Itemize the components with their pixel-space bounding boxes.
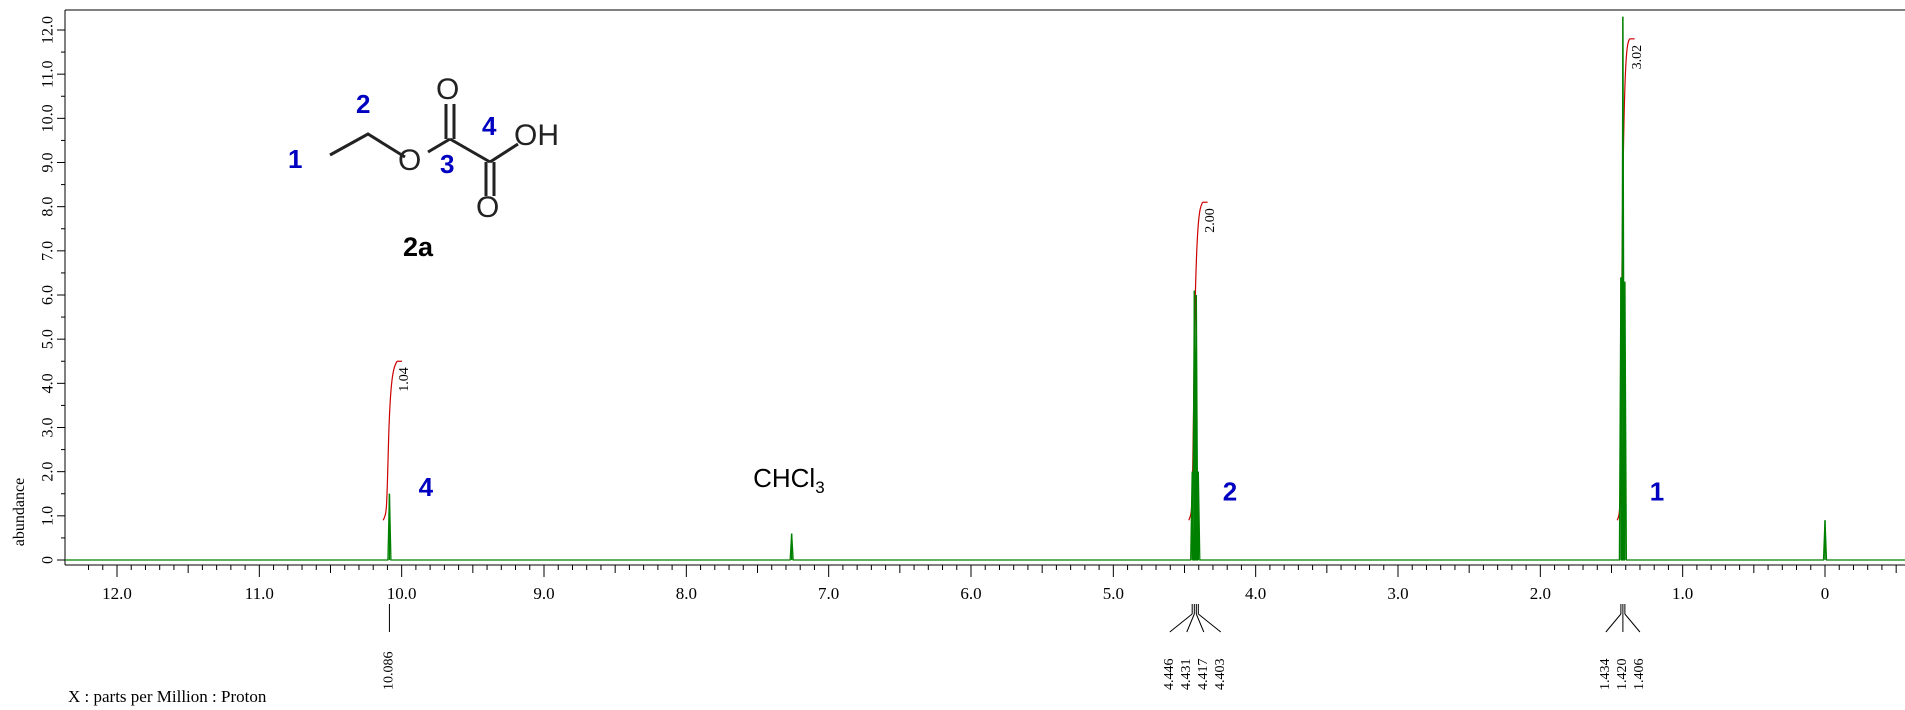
x-tick-label: 5.0 [1103, 584, 1124, 603]
x-tick-label: 12.0 [102, 584, 132, 603]
atom-o-top: O [436, 73, 459, 106]
molecule-structure: O O OH O 1 2 3 4 2a [288, 73, 559, 262]
y-tick-label: 8.0 [40, 197, 57, 217]
y-tick-label: 12.0 [40, 16, 57, 44]
position-label-4: 4 [482, 111, 497, 141]
integral-value: 2.00 [1203, 208, 1218, 233]
peak-label-leader [1605, 613, 1622, 633]
y-axis-label: abundance [11, 478, 28, 546]
x-tick-label: 7.0 [818, 584, 839, 603]
y-tick-label: 3.0 [40, 418, 57, 438]
y-tick-label: 2.0 [40, 462, 57, 482]
peak-labels: 10.086 4.446 4.431 4.417 4.403 1.434 1.420 1.40… [382, 604, 1647, 690]
assignment-label: 1 [1650, 476, 1664, 506]
solvent-label: CHCl3 [753, 463, 825, 497]
peak-label: 1.420 [1615, 659, 1630, 691]
y-tick-label: 1.0 [40, 506, 57, 526]
y-tick-label: 7.0 [40, 241, 57, 261]
y-axis-ticks: 0 1.0 2.0 3.0 4.0 5.0 6.0 7.0 8.0 9.0 10.0 11.0 12.0 [40, 16, 65, 564]
x-tick-label: 1.0 [1672, 584, 1693, 603]
x-tick-label: 9.0 [533, 584, 554, 603]
peak-label: 4.417 [1196, 659, 1211, 691]
y-tick-label: 4.0 [40, 373, 57, 393]
peak-label-leader [1197, 613, 1222, 633]
spectrum-trace [65, 16, 1905, 561]
peak-label-leader [1186, 613, 1195, 633]
x-tick-label: 3.0 [1387, 584, 1408, 603]
integral-curve [382, 360, 398, 521]
x-tick-label: 11.0 [245, 584, 274, 603]
peak-label-leader [1195, 613, 1205, 633]
structure-bonds [329, 132, 406, 159]
atom-oh: OH [514, 119, 559, 152]
integral-curves: 1.04 2.00 3.02 [382, 38, 1645, 521]
bond-o-c3 [427, 137, 451, 154]
compound-label: 2a [403, 232, 434, 262]
peak-label: 4.431 [1179, 659, 1194, 691]
position-label-3: 3 [440, 149, 454, 179]
peak-lines [388, 16, 1826, 560]
y-tick-label: 10.0 [40, 104, 57, 132]
peak-label: 10.086 [382, 652, 397, 691]
integral-value: 1.04 [397, 367, 412, 392]
position-label-2: 2 [356, 89, 370, 119]
y-tick-label: 6.0 [40, 285, 57, 305]
y-tick-label: 0 [40, 556, 57, 564]
peak-label-leader [1169, 613, 1193, 633]
position-label-1: 1 [288, 144, 302, 174]
x-tick-label: 0 [1821, 584, 1830, 603]
y-tick-label: 11.0 [40, 60, 57, 87]
peak-label-leader [1624, 613, 1641, 633]
bond-c3-c4 [449, 137, 491, 164]
x-tick-label: 2.0 [1530, 584, 1551, 603]
y-tick-label: 9.0 [40, 153, 57, 173]
x-axis-ticks: 12.0 11.0 10.0 9.0 8.0 7.0 6.0 5.0 4.0 3.0 2.0 1.0 0 [88, 565, 1897, 603]
atom-o-bottom: O [476, 191, 499, 224]
x-tick-label: 8.0 [676, 584, 697, 603]
peak-label: 1.434 [1598, 659, 1613, 691]
spectrum-annotations: 4 CHCl3 2 1 [419, 463, 1665, 506]
x-tick-label: 10.0 [387, 584, 417, 603]
peak-label: 4.403 [1213, 659, 1228, 691]
solvent-subscript: 3 [815, 478, 824, 497]
integral-value: 3.02 [1630, 45, 1645, 69]
atom-o-ester: O [398, 144, 421, 177]
y-tick-label: 5.0 [40, 329, 57, 349]
bond-c4-oh [489, 142, 519, 164]
peak-label: 4.446 [1162, 659, 1177, 691]
x-axis-label: X : parts per Million : Proton [68, 687, 267, 706]
x-tick-label: 6.0 [960, 584, 981, 603]
assignment-label: 2 [1223, 476, 1237, 506]
peak-label: 1.406 [1632, 659, 1647, 691]
assignment-label: 4 [419, 472, 434, 502]
x-tick-label: 4.0 [1245, 584, 1266, 603]
